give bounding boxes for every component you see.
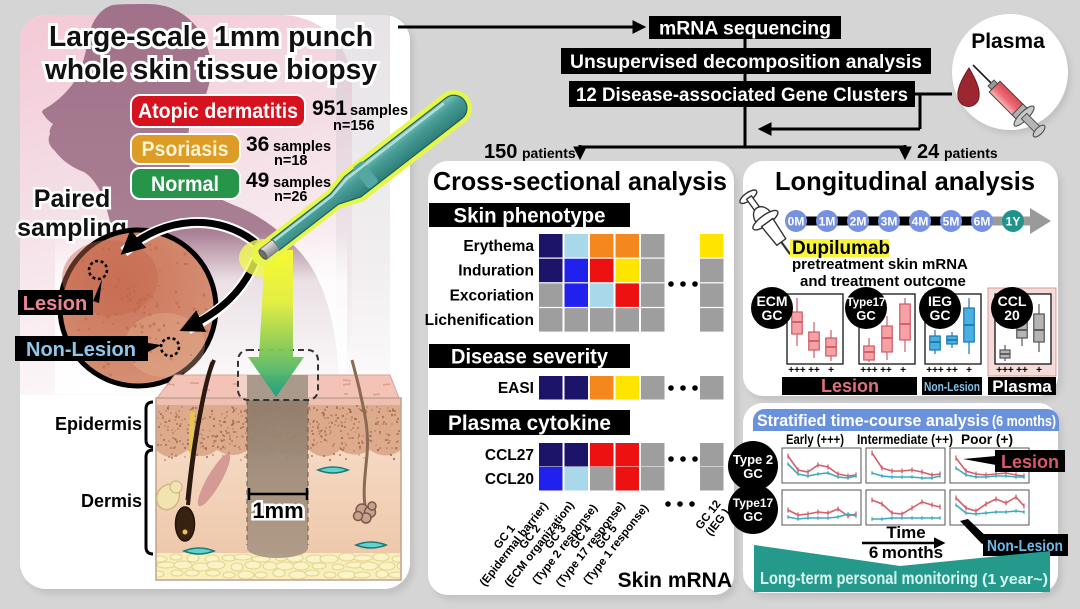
svg-text:samples: samples [350, 103, 408, 119]
svg-text:Excoriation: Excoriation [450, 287, 534, 304]
svg-text:Lesion: Lesion [23, 293, 87, 315]
svg-text:Non-Lesion: Non-Lesion [924, 380, 980, 394]
svg-text:+: + [966, 365, 972, 376]
svg-text:++: ++ [946, 365, 958, 376]
svg-text:GC: GC [856, 308, 876, 323]
svg-text:GC: GC [930, 307, 951, 323]
svg-text:36: 36 [246, 133, 269, 156]
svg-text:CCL27: CCL27 [485, 447, 534, 464]
svg-text:Paired: Paired [34, 185, 110, 213]
svg-text:4M: 4M [912, 215, 929, 229]
svg-text:+++: +++ [860, 365, 878, 376]
svg-text:pretreatment skin mRNA: pretreatment skin mRNA [792, 256, 968, 273]
svg-text:Cross-sectional analysis: Cross-sectional analysis [433, 166, 727, 196]
svg-text:patients: patients [944, 145, 998, 161]
svg-text:(1 year~): (1 year~) [982, 572, 1048, 588]
svg-text:150: 150 [484, 141, 517, 163]
svg-text:Unsupervised decomposition ana: Unsupervised decomposition analysis [570, 52, 922, 73]
svg-text:2M: 2M [850, 215, 867, 229]
svg-text:Stratified time-course analysi: Stratified time-course analysis [757, 412, 989, 430]
svg-text:Longitudinal analysis: Longitudinal analysis [775, 166, 1035, 196]
svg-text:Long-term personal monitoring: Long-term personal monitoring [760, 568, 978, 588]
svg-text:mRNA sequencing: mRNA sequencing [659, 18, 831, 39]
svg-text:+++: +++ [788, 365, 806, 376]
svg-text:ECM: ECM [756, 293, 787, 309]
svg-text:and treatment outcome: and treatment outcome [800, 273, 966, 290]
svg-text:CCL: CCL [998, 293, 1027, 309]
svg-text:1M: 1M [819, 215, 836, 229]
svg-text:+++: +++ [926, 365, 944, 376]
svg-text:GC: GC [743, 466, 763, 481]
svg-text:whole skin tissue biopsy: whole skin tissue biopsy [44, 54, 377, 86]
svg-text:+: + [1036, 365, 1042, 376]
svg-text:samples: samples [273, 139, 331, 155]
svg-text:Non-Lesion: Non-Lesion [26, 339, 136, 361]
svg-text:CCL20: CCL20 [485, 471, 534, 488]
svg-text:Psoriasis: Psoriasis [142, 138, 229, 161]
svg-text:++: ++ [1016, 365, 1028, 376]
svg-text:6 months: 6 months [869, 543, 943, 562]
svg-text:6M: 6M [974, 215, 991, 229]
svg-text:Epidermis: Epidermis [55, 414, 142, 434]
svg-text:3M: 3M [881, 215, 898, 229]
svg-text:Type 2: Type 2 [733, 452, 773, 467]
svg-text:(6 months): (6 months) [992, 414, 1056, 430]
svg-text:Type17: Type17 [733, 496, 774, 510]
svg-text:patients: patients [522, 145, 576, 161]
svg-text:Non-Lesion: Non-Lesion [987, 538, 1063, 555]
svg-text:Poor (+): Poor (+) [961, 431, 1013, 447]
svg-text:Plasma: Plasma [971, 30, 1045, 53]
svg-text:Disease severity: Disease severity [451, 346, 608, 369]
svg-text:Skin mRNA: Skin mRNA [618, 569, 732, 592]
svg-text:1Y: 1Y [1006, 215, 1021, 229]
svg-text:1mm: 1mm [252, 498, 303, 523]
svg-text:++: ++ [880, 365, 892, 376]
svg-text:n=26: n=26 [274, 189, 307, 205]
svg-text:Type17: Type17 [847, 297, 886, 309]
svg-text:Dupilumab: Dupilumab [792, 238, 890, 259]
svg-text:n=18: n=18 [274, 153, 307, 169]
svg-text:Large-scale 1mm punch: Large-scale 1mm punch [49, 21, 373, 53]
svg-text:0M: 0M [788, 215, 805, 229]
svg-text:Erythema: Erythema [463, 238, 534, 255]
svg-text:5M: 5M [943, 215, 960, 229]
svg-text:24: 24 [917, 141, 940, 163]
svg-text:Lesion: Lesion [821, 376, 879, 396]
svg-text:Plasma cytokine: Plasma cytokine [448, 412, 611, 435]
svg-text:Intermediate (++): Intermediate (++) [857, 431, 953, 447]
svg-text:Early (+++): Early (+++) [786, 431, 844, 447]
svg-text:49: 49 [246, 169, 269, 192]
svg-text:Time: Time [886, 523, 925, 542]
svg-text:GC: GC [762, 307, 783, 323]
svg-text:12 Disease-associated Gene Clu: 12 Disease-associated Gene Clusters [576, 85, 908, 106]
svg-text:Normal: Normal [151, 173, 219, 196]
svg-text:Dermis: Dermis [81, 491, 142, 511]
svg-text:Induration: Induration [458, 263, 534, 280]
svg-text:++: ++ [808, 365, 820, 376]
svg-text:Lichenification: Lichenification [425, 312, 534, 329]
svg-text:n=156: n=156 [333, 118, 375, 134]
svg-text:Lesion: Lesion [1001, 452, 1059, 472]
svg-text:samples: samples [273, 175, 331, 191]
svg-text:+: + [828, 365, 834, 376]
svg-text:IEG: IEG [928, 293, 952, 309]
svg-text:Skin phenotype: Skin phenotype [454, 205, 606, 228]
svg-text:951: 951 [312, 97, 347, 120]
svg-text:Atopic dermatitis: Atopic dermatitis [138, 100, 298, 123]
svg-text:EASI: EASI [498, 380, 534, 397]
svg-text:20: 20 [1004, 307, 1020, 323]
svg-text:Plasma: Plasma [992, 377, 1052, 396]
svg-text:+: + [900, 365, 906, 376]
svg-text:GC: GC [743, 509, 763, 524]
svg-text:+++: +++ [996, 365, 1014, 376]
